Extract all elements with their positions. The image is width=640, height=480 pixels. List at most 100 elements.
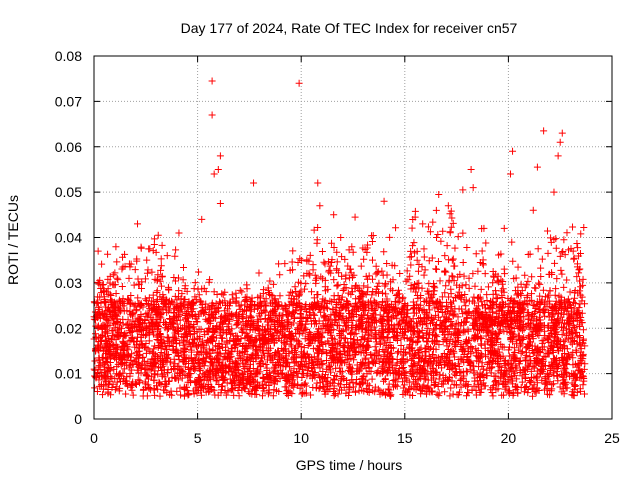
data-point: [150, 370, 158, 378]
data-point: [268, 299, 276, 307]
data-point: [100, 288, 108, 296]
data-point: [462, 318, 470, 326]
data-point: [119, 347, 127, 355]
data-point: [194, 386, 202, 394]
data-point: [344, 366, 352, 374]
data-point: [112, 331, 120, 339]
data-point: [284, 359, 292, 367]
data-point: [434, 231, 442, 239]
data-point: [530, 312, 538, 320]
data-point: [549, 355, 557, 363]
data-point: [321, 324, 329, 332]
data-point: [127, 260, 135, 268]
data-point: [318, 247, 326, 255]
data-point: [561, 298, 569, 306]
data-point: [255, 332, 263, 340]
data-point: [288, 258, 296, 266]
data-point: [577, 316, 585, 324]
data-point: [236, 286, 244, 294]
data-point: [524, 340, 532, 348]
data-point: [195, 268, 203, 276]
data-point: [297, 315, 305, 323]
data-point: [248, 333, 256, 341]
data-point: [426, 362, 434, 370]
data-point: [400, 363, 408, 371]
data-point: [331, 390, 339, 398]
data-point: [448, 214, 456, 222]
data-point: [350, 271, 358, 279]
data-point: [484, 283, 492, 291]
data-point: [518, 378, 526, 386]
data-point: [315, 385, 323, 393]
data-point: [465, 297, 473, 305]
data-point: [403, 324, 411, 332]
data-point: [526, 359, 534, 367]
data-point: [232, 373, 240, 381]
data-point: [581, 390, 589, 398]
data-point: [553, 368, 561, 376]
data-point: [265, 290, 273, 298]
data-point: [199, 308, 207, 316]
data-point: [516, 309, 524, 317]
data-point: [455, 391, 463, 399]
data-point: [185, 371, 193, 379]
data-point: [559, 345, 567, 353]
data-point: [431, 284, 439, 292]
data-point: [371, 359, 379, 367]
data-point: [189, 340, 197, 348]
data-point: [223, 337, 231, 345]
data-point: [357, 358, 365, 366]
data-point: [496, 303, 504, 311]
data-point: [487, 386, 495, 394]
data-point: [239, 325, 247, 333]
data-point: [231, 344, 239, 352]
data-point: [149, 297, 157, 305]
data-point: [120, 365, 128, 373]
data-point: [477, 372, 485, 380]
data-point: [442, 317, 450, 325]
data-point: [516, 318, 524, 326]
data-point: [529, 363, 537, 371]
data-point: [310, 310, 318, 318]
data-point: [124, 346, 132, 354]
data-point: [190, 285, 198, 293]
data-point: [469, 270, 477, 278]
data-point: [303, 256, 311, 264]
data-point: [428, 387, 436, 395]
data-point: [371, 343, 379, 351]
data-point: [267, 325, 275, 333]
data-point: [291, 353, 299, 361]
data-point: [319, 275, 327, 283]
data-point: [292, 301, 300, 309]
data-point: [281, 345, 289, 353]
data-point: [471, 282, 479, 290]
data-point: [218, 383, 226, 391]
data-point: [507, 317, 515, 325]
data-point: [426, 228, 434, 236]
data-point: [325, 316, 333, 324]
data-point: [380, 377, 388, 385]
data-point: [251, 378, 259, 386]
data-point: [393, 331, 401, 339]
data-point: [424, 383, 432, 391]
data-point: [331, 335, 339, 343]
data-point: [110, 307, 118, 315]
data-point: [109, 271, 117, 279]
data-point: [576, 385, 584, 393]
data-point: [314, 359, 322, 367]
data-point: [413, 291, 421, 299]
data-point: [195, 335, 203, 343]
data-point: [280, 346, 288, 354]
data-point: [465, 284, 473, 292]
data-point: [106, 290, 114, 298]
data-point: [261, 315, 269, 323]
data-point: [486, 314, 494, 322]
data-point: [540, 327, 548, 335]
data-point: [443, 342, 451, 350]
data-point: [276, 292, 284, 300]
data-point: [416, 354, 424, 362]
data-point: [125, 361, 133, 369]
data-point: [309, 261, 317, 269]
data-point: [234, 311, 242, 319]
data-point: [216, 298, 224, 306]
